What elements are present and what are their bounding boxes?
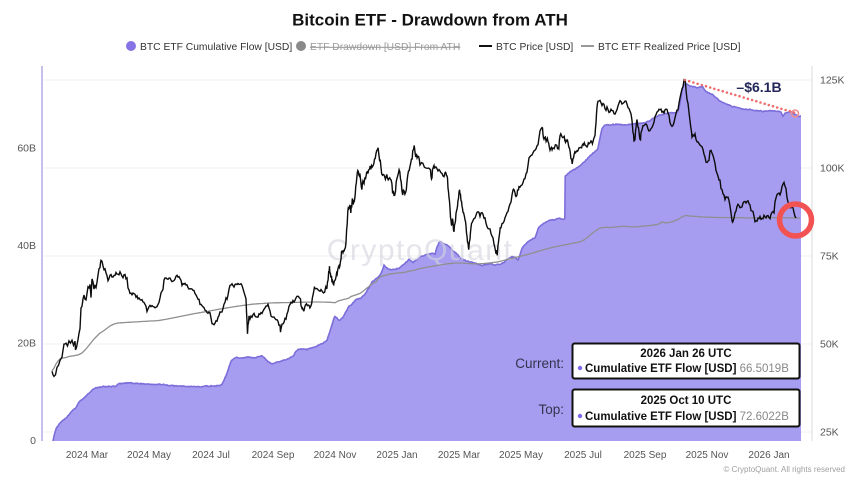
svg-text:BTC ETF Realized Price [USD]: BTC ETF Realized Price [USD] bbox=[598, 42, 741, 53]
svg-text:2025 Jul: 2025 Jul bbox=[564, 450, 602, 461]
svg-text:40B: 40B bbox=[17, 240, 36, 252]
svg-text:–$6.1B: –$6.1B bbox=[736, 79, 781, 95]
svg-text:2024 May: 2024 May bbox=[127, 450, 171, 461]
svg-text:Bitcoin ETF - Drawdown from AT: Bitcoin ETF - Drawdown from ATH bbox=[292, 11, 568, 30]
svg-text:2024 Jul: 2024 Jul bbox=[192, 450, 230, 461]
svg-text:BTC Price [USD]: BTC Price [USD] bbox=[496, 42, 573, 53]
svg-text:125K: 125K bbox=[820, 75, 845, 87]
svg-text:0: 0 bbox=[30, 435, 36, 447]
svg-text:60B: 60B bbox=[17, 143, 36, 155]
svg-text:2026 Jan 26 UTC: 2026 Jan 26 UTC bbox=[640, 348, 731, 360]
svg-text:Top:: Top: bbox=[538, 402, 564, 417]
svg-text:20B: 20B bbox=[17, 338, 36, 350]
svg-text:Cumulative ETF Flow [USD] 66.5: Cumulative ETF Flow [USD] 66.5019B bbox=[585, 363, 789, 375]
svg-text:2025 Oct 10 UTC: 2025 Oct 10 UTC bbox=[641, 395, 732, 407]
svg-text:CryptoQuant: CryptoQuant bbox=[327, 234, 514, 267]
svg-text:75K: 75K bbox=[820, 251, 839, 263]
svg-text:Current:: Current: bbox=[515, 356, 564, 371]
svg-text:25K: 25K bbox=[820, 427, 839, 439]
svg-text:ETF Drawdown [USD] From ATH: ETF Drawdown [USD] From ATH bbox=[310, 42, 460, 53]
svg-text:2024 Nov: 2024 Nov bbox=[314, 450, 357, 461]
svg-text:100K: 100K bbox=[820, 163, 845, 175]
svg-text:BTC ETF Cumulative Flow [USD]: BTC ETF Cumulative Flow [USD] bbox=[140, 42, 292, 53]
svg-text:2025 Nov: 2025 Nov bbox=[686, 450, 729, 461]
svg-text:2024 Sep: 2024 Sep bbox=[252, 450, 295, 461]
svg-text:2026 Jan: 2026 Jan bbox=[748, 450, 789, 461]
svg-text:2024 Mar: 2024 Mar bbox=[66, 450, 109, 461]
svg-text:© CryptoQuant. All rights rese: © CryptoQuant. All rights reserved bbox=[724, 465, 846, 474]
svg-text:50K: 50K bbox=[820, 339, 839, 351]
svg-text:2025 Jan: 2025 Jan bbox=[376, 450, 417, 461]
svg-text:2025 May: 2025 May bbox=[499, 450, 543, 461]
svg-text:2025 Mar: 2025 Mar bbox=[438, 450, 481, 461]
svg-text:2025 Sep: 2025 Sep bbox=[624, 450, 667, 461]
svg-text:Cumulative ETF Flow [USD] 72.6: Cumulative ETF Flow [USD] 72.6022B bbox=[585, 411, 789, 423]
